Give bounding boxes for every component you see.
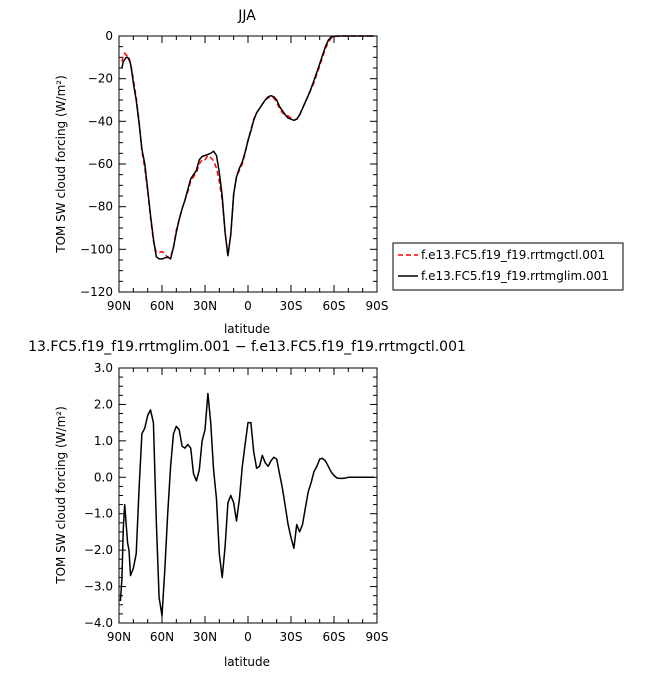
- bottom-panel: 13.FC5.f19_f19.rrtmglim.001 − f.e13.FC5.…: [28, 339, 466, 669]
- bottom-plot-area: 90N 60N 30N 0 30S 60S 90S 3.0 2.0 1.0 0.0 −1.0 −2.0 −…: [84, 361, 389, 644]
- y-tick-label: −1.0: [84, 507, 113, 521]
- difference-chart-title: 13.FC5.f19_f19.rrtmglim.001 − f.e13.FC5.…: [28, 339, 466, 355]
- legend-box: [392, 242, 624, 291]
- legend: f.e13.FC5.f19_f19.rrtmgctl.001 f.e13.FC5…: [392, 242, 624, 291]
- legend-label-ctl: f.e13.FC5.f19_f19.rrtmgctl.001: [421, 248, 605, 262]
- series-line-1: [121, 35, 375, 260]
- series-line-0: [121, 35, 375, 259]
- y-tick-label: −100: [80, 242, 113, 256]
- x-tick-label: 60S: [323, 299, 346, 313]
- y-tick-label: −40: [88, 114, 113, 128]
- x-tick-label: 60S: [323, 630, 346, 644]
- x-tick-label: 30S: [280, 299, 303, 313]
- y-axis-label: TOM SW cloud forcing (W/m²): [54, 406, 68, 585]
- x-tick-label: 30S: [280, 630, 303, 644]
- plot-frame: [118, 35, 378, 293]
- y-tick-label: −80: [88, 200, 113, 214]
- legend-label-lim: f.e13.FC5.f19_f19.rrtmglim.001: [421, 269, 609, 283]
- y-tick-label: −4.0: [84, 616, 113, 630]
- x-tick-label: 60N: [150, 299, 174, 313]
- y-tick-label: 2.0: [94, 397, 113, 411]
- x-tick-label: 30N: [193, 299, 217, 313]
- y-tick-label: −120: [80, 285, 113, 299]
- x-tick-label: 90S: [366, 630, 389, 644]
- plot-frame: [118, 367, 378, 624]
- y-tick-label: −2.0: [84, 543, 113, 557]
- x-tick-label: 60N: [150, 630, 174, 644]
- y-tick-label: −60: [88, 157, 113, 171]
- y-tick-label: 3.0: [94, 361, 113, 375]
- chart-title: JJA: [237, 8, 256, 24]
- top-panel: JJA 90N 60N 30N 0 30S 60S 90S 0 −20 −40 −60 −80 −100…: [54, 8, 624, 336]
- x-tick-label: 90S: [366, 299, 389, 313]
- y-tick-label: −20: [88, 72, 113, 86]
- y-tick-label: 0.0: [94, 470, 113, 484]
- x-tick-label: 0: [244, 299, 252, 313]
- x-tick-label: 90N: [107, 299, 131, 313]
- series-line-0: [119, 392, 375, 617]
- x-tick-label: 90N: [107, 630, 131, 644]
- y-tick-label: 0: [105, 29, 113, 43]
- y-tick-label: 1.0: [94, 434, 113, 448]
- x-tick-label: 30N: [193, 630, 217, 644]
- top-plot-area: 90N 60N 30N 0 30S 60S 90S 0 −20 −40 −60 −80 −100 −120: [80, 29, 388, 313]
- x-axis-label: latitude: [224, 655, 270, 669]
- y-axis-label: TOM SW cloud forcing (W/m²): [54, 75, 68, 254]
- x-axis-label: latitude: [224, 322, 270, 336]
- x-tick-label: 0: [244, 630, 252, 644]
- y-tick-label: −3.0: [84, 580, 113, 594]
